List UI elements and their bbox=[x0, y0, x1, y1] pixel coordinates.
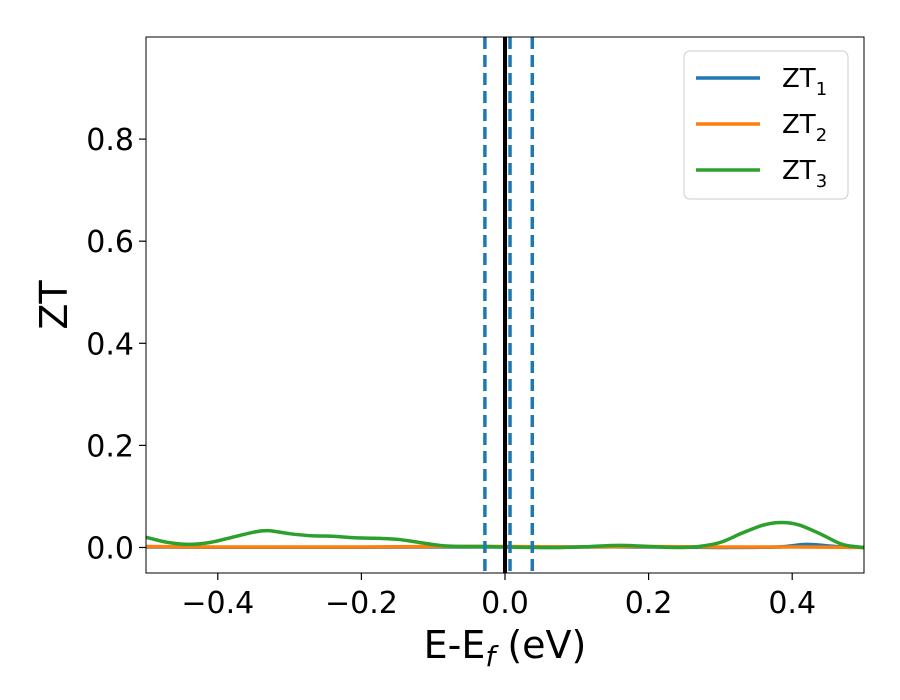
tick-layer: −0.4 −0.2 0.0 0.2 0.4 0.0 0.2 0.4 0.6 0.8 bbox=[86, 123, 816, 621]
x-tick-label: 0.2 bbox=[625, 586, 673, 621]
x-tick-label: −0.2 bbox=[325, 586, 398, 621]
x-axis-label: E-Ef (eV) bbox=[424, 623, 587, 673]
y-tick-label: 0.4 bbox=[86, 327, 134, 362]
x-axis-label-unit: (eV) bbox=[495, 623, 586, 667]
legend: ZT1 ZT2 ZT3 bbox=[683, 50, 849, 200]
legend-box bbox=[683, 50, 849, 200]
x-tick-label: 0.4 bbox=[768, 586, 816, 621]
x-tick-label: −0.4 bbox=[181, 586, 254, 621]
y-tick-label: 0.2 bbox=[86, 429, 134, 464]
y-axis-label: ZT bbox=[32, 280, 76, 330]
y-tick-label: 0.6 bbox=[86, 225, 134, 260]
x-axis-label-base: E-E bbox=[424, 623, 486, 667]
y-tick-label: 0.0 bbox=[86, 531, 134, 566]
y-tick-label: 0.8 bbox=[86, 123, 134, 158]
x-tick-label: 0.0 bbox=[481, 586, 529, 621]
plot-area bbox=[146, 37, 864, 573]
legend-label-3: ZT3 bbox=[782, 156, 827, 192]
legend-label-2: ZT2 bbox=[782, 110, 827, 146]
data-layer bbox=[146, 37, 864, 573]
legend-label-1: ZT1 bbox=[782, 64, 827, 100]
